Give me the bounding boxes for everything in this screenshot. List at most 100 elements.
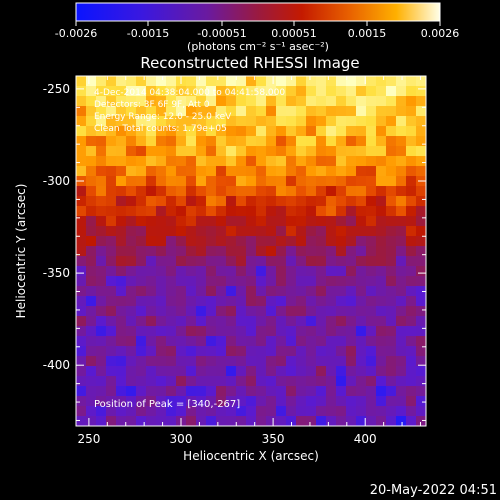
- heatmap-cell: [256, 306, 267, 317]
- heatmap-cell: [236, 106, 247, 117]
- heatmap-cell: [256, 126, 267, 137]
- heatmap-cell: [336, 106, 347, 117]
- heatmap-cell: [76, 366, 87, 377]
- heatmap-cell: [296, 116, 307, 127]
- heatmap-cell: [76, 266, 87, 277]
- heatmap-cell: [96, 286, 107, 297]
- heatmap-cell: [346, 306, 357, 317]
- heatmap-cell: [416, 266, 426, 277]
- heatmap-cell: [126, 356, 137, 367]
- heatmap-cell: [316, 126, 327, 137]
- heatmap-cell: [286, 216, 297, 227]
- heatmap-cell: [356, 126, 367, 137]
- heatmap-cell: [306, 106, 317, 117]
- heatmap-cell: [246, 166, 257, 177]
- heatmap-cell: [176, 366, 187, 377]
- heatmap-cell: [356, 76, 367, 87]
- heatmap-cell: [116, 86, 127, 97]
- heatmap-cell: [116, 106, 127, 117]
- heatmap-cell: [236, 216, 247, 227]
- heatmap-cell: [216, 76, 227, 87]
- heatmap-cell: [176, 386, 187, 397]
- heatmap-cell: [176, 196, 187, 207]
- heatmap-cell: [196, 86, 207, 97]
- heatmap-cell: [116, 396, 127, 407]
- heatmap-cell: [276, 146, 287, 157]
- heatmap-cell: [216, 326, 227, 337]
- heatmap-cell: [346, 226, 357, 237]
- heatmap-cell: [266, 166, 277, 177]
- heatmap-cell: [206, 146, 217, 157]
- heatmap-cell: [366, 376, 377, 387]
- heatmap-cell: [346, 246, 357, 257]
- heatmap-cell: [406, 96, 417, 107]
- heatmap-cell: [216, 186, 227, 197]
- heatmap-cell: [346, 366, 357, 377]
- heatmap-cell: [246, 186, 257, 197]
- heatmap-cell: [406, 376, 417, 387]
- heatmap-cell: [216, 296, 227, 307]
- heatmap-cell: [156, 266, 167, 277]
- heatmap-cell: [246, 116, 257, 127]
- heatmap-cell: [166, 326, 177, 337]
- heatmap-cell: [316, 296, 327, 307]
- heatmap-cell: [136, 406, 147, 417]
- colorbar-tick-label: -0.0026: [55, 27, 97, 40]
- colorbar-ticks: [75, 21, 441, 26]
- heatmap-cell: [86, 266, 97, 277]
- heatmap-cell: [366, 216, 377, 227]
- heatmap-cell: [226, 86, 237, 97]
- heatmap-cell: [116, 366, 127, 377]
- heatmap-cell: [376, 156, 387, 167]
- heatmap-cell: [136, 126, 147, 137]
- heatmap-cell: [406, 326, 417, 337]
- heatmap-cell: [106, 186, 117, 197]
- heatmap-cell: [166, 356, 177, 367]
- heatmap-cell: [206, 166, 217, 177]
- heatmap-cell: [206, 156, 217, 167]
- heatmap-cell: [356, 116, 367, 127]
- heatmap-cell: [366, 306, 377, 317]
- heatmap-cell: [326, 126, 337, 137]
- heatmap-cell: [286, 236, 297, 247]
- heatmap-cell: [416, 76, 426, 87]
- heatmap-cell: [386, 336, 397, 347]
- heatmap-cell: [346, 296, 357, 307]
- heatmap-cell: [76, 346, 87, 357]
- heatmap-cell: [346, 416, 357, 426]
- heatmap-cell: [226, 326, 237, 337]
- heatmap-cell: [406, 196, 417, 207]
- heatmap-cell: [146, 126, 157, 137]
- heatmap-cell: [366, 236, 377, 247]
- heatmap-cell: [136, 186, 147, 197]
- heatmap-cell: [296, 336, 307, 347]
- heatmap-cell: [136, 346, 147, 357]
- heatmap-cell: [106, 276, 117, 287]
- heatmap-cell: [116, 116, 127, 127]
- heatmap-cell: [126, 86, 137, 97]
- heatmap-cell: [96, 236, 107, 247]
- heatmap-cell: [146, 156, 157, 167]
- heatmap-cell: [136, 76, 147, 87]
- heatmap-cell: [416, 366, 426, 377]
- heatmap-cell: [256, 286, 267, 297]
- heatmap-cell: [146, 266, 157, 277]
- heatmap-cell: [386, 416, 397, 426]
- heatmap-cell: [246, 176, 257, 187]
- heatmap-cell: [86, 156, 97, 167]
- heatmap-cell: [386, 296, 397, 307]
- heatmap-cell: [146, 186, 157, 197]
- heatmap-cell: [96, 196, 107, 207]
- heatmap-cell: [176, 296, 187, 307]
- heatmap-cell: [316, 376, 327, 387]
- heatmap-cell: [316, 76, 327, 87]
- heatmap-cell: [206, 336, 217, 347]
- heatmap-cell: [86, 386, 97, 397]
- heatmap-cell: [126, 406, 137, 417]
- heatmap-cell: [346, 216, 357, 227]
- heatmap-cell: [106, 126, 117, 137]
- heatmap-cell: [136, 226, 147, 237]
- heatmap-cell: [96, 256, 107, 267]
- heatmap-cell: [236, 76, 247, 87]
- heatmap-cell: [376, 146, 387, 157]
